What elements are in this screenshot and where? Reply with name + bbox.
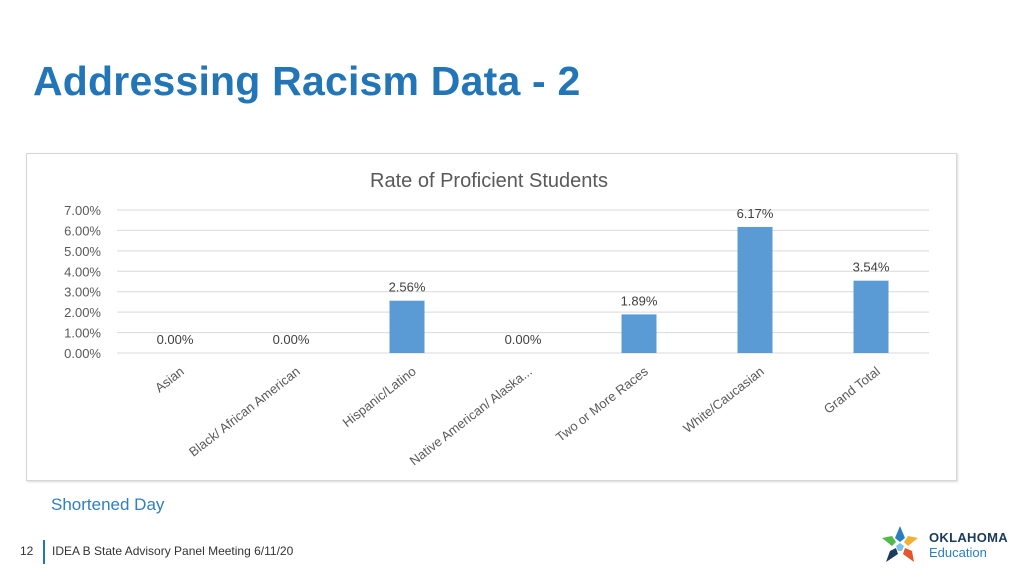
- chart-bars: [389, 226, 889, 353]
- y-tick-label: 7.00%: [64, 203, 101, 218]
- chart-caption: Shortened Day: [51, 495, 165, 514]
- data-label: 3.54%: [853, 260, 890, 275]
- chart-frame: Rate of Proficient Students 0.00% 1.00% 2.…: [26, 153, 957, 481]
- slide-title: Addressing Racism Data - 2: [33, 58, 581, 104]
- y-tick-label: 4.00%: [64, 264, 101, 279]
- footer-meeting-text: IDEA B State Advisory Panel Meeting 6/11…: [52, 544, 294, 558]
- data-label: 6.17%: [737, 206, 774, 221]
- chart-title: Rate of Proficient Students: [370, 170, 608, 192]
- x-tick-label: Native American/ Alaska...: [407, 364, 535, 469]
- chart-y-axis: 0.00% 1.00% 2.00% 3.00% 4.00% 5.00% 6.00% 7.00%: [64, 203, 101, 361]
- data-label: 0.00%: [505, 332, 542, 347]
- data-label: 0.00%: [157, 332, 194, 347]
- bar: [853, 280, 889, 353]
- x-tick-label: Two or More Races: [553, 363, 651, 445]
- y-tick-label: 2.00%: [64, 305, 101, 320]
- page-number: 12: [20, 544, 34, 558]
- bar: [621, 314, 657, 353]
- chart-gridlines: [117, 209, 929, 354]
- logo-line2: Education: [929, 545, 987, 560]
- bar: [389, 300, 425, 353]
- chart-data-labels: 0.00% 0.00% 2.56% 0.00% 1.89% 6.17% 3.54%: [157, 206, 890, 347]
- x-tick-label: Black/ African American: [186, 364, 303, 460]
- y-tick-label: 1.00%: [64, 326, 101, 341]
- x-tick-label: Hispanic/Latino: [340, 364, 419, 431]
- data-label: 0.00%: [273, 332, 310, 347]
- data-label: 2.56%: [389, 280, 426, 295]
- y-tick-label: 0.00%: [64, 346, 101, 361]
- logo-line1: OKLAHOMA: [929, 530, 1008, 545]
- x-tick-label: White/Caucasian: [680, 364, 767, 436]
- bar: [737, 226, 773, 353]
- y-tick-label: 6.00%: [64, 223, 101, 238]
- x-tick-label: Grand Total: [821, 363, 883, 416]
- proficiency-bar-chart: Rate of Proficient Students 0.00% 1.00% 2.…: [64, 170, 929, 468]
- y-tick-label: 3.00%: [64, 285, 101, 300]
- oklahoma-education-logo: OKLAHOMA Education: [878, 524, 1018, 568]
- x-tick-label: Asian: [152, 364, 187, 396]
- chart-x-axis: Asian Black/ African American Hispanic/Lat…: [152, 363, 883, 468]
- data-label: 1.89%: [621, 293, 658, 308]
- footer-divider: [43, 540, 45, 564]
- star-logo-icon: [882, 526, 918, 562]
- y-tick-label: 5.00%: [64, 244, 101, 259]
